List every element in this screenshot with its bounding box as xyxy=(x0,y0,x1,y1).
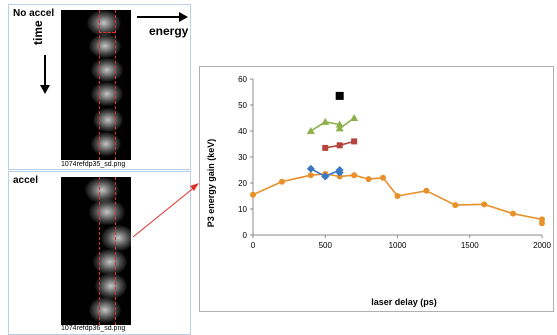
data-point-0-8 xyxy=(394,193,401,199)
data-point-0-12 xyxy=(510,210,517,217)
left-dashed-guide xyxy=(99,10,100,160)
data-point-0-11 xyxy=(481,201,488,208)
no-accel-filename: 1074refdp35_sd.png xyxy=(61,161,126,168)
accel-right-dashed-guide xyxy=(115,177,116,325)
x-tick-label: 500 xyxy=(319,241,333,250)
data-point-0-7 xyxy=(380,174,387,181)
y-tick-label: 60 xyxy=(238,75,247,84)
data-point-2-2 xyxy=(351,138,358,145)
chart-container: 0 10 20 30 40 50 60 0 500 1000 1500 2000 laser dela… xyxy=(199,66,554,312)
data-point-3-4 xyxy=(350,114,359,121)
accel-panel: accel 1074refdp36_sd.png xyxy=(8,171,191,335)
y-tick-label: 30 xyxy=(238,153,247,162)
right-dashed-guide xyxy=(115,10,116,160)
y-tick-label: 40 xyxy=(238,127,247,136)
y-tick-label: 10 xyxy=(238,205,247,214)
data-point-0-10 xyxy=(452,202,459,209)
data-point-4-0 xyxy=(335,91,344,100)
y-tick-label: 50 xyxy=(238,101,247,110)
data-point-2-1 xyxy=(336,142,343,149)
x-tick-label: 1500 xyxy=(461,241,479,250)
data-point-2-0 xyxy=(322,144,329,151)
accel-filename: 1074refdp36_sd.png xyxy=(61,325,126,332)
data-point-3-3 xyxy=(335,124,344,132)
accel-left-dashed-guide xyxy=(99,177,100,325)
data-point-0-0 xyxy=(250,191,256,198)
data-point-3-2 xyxy=(335,120,344,128)
accel-streak-image xyxy=(61,177,131,325)
x-tick-label: 0 xyxy=(251,241,256,250)
data-point-0-9 xyxy=(423,187,430,194)
no-accel-label: No accel xyxy=(13,8,55,19)
x-tick-label: 2000 xyxy=(533,241,551,250)
data-point-3-0 xyxy=(306,127,315,134)
data-point-3-1 xyxy=(321,117,330,125)
y-tick-label: 20 xyxy=(238,179,247,188)
data-point-1-3 xyxy=(335,168,344,177)
data-point-0-6 xyxy=(365,176,372,183)
y-axis-label: P3 energy gain (keV) xyxy=(206,139,216,228)
energy-label: energy xyxy=(149,24,189,38)
no-accel-streak-image xyxy=(61,10,131,160)
data-point-0-2 xyxy=(307,172,314,179)
data-point-0-14 xyxy=(539,220,545,227)
data-point-0-1 xyxy=(278,178,285,185)
data-point-1-0 xyxy=(306,164,315,173)
series-line-3 xyxy=(310,117,355,132)
no-accel-panel: No accel 1074refdp35_sd.png time energy xyxy=(8,4,191,170)
y-tick-label: 0 xyxy=(243,231,248,240)
x-tick-label: 1000 xyxy=(389,241,407,250)
energy-arrow-icon xyxy=(137,12,188,22)
x-axis-label: laser delay (ps) xyxy=(371,297,437,307)
data-point-1-1 xyxy=(321,172,330,181)
accel-label: accel xyxy=(13,175,39,186)
data-point-0-5 xyxy=(351,172,358,179)
time-arrow-icon xyxy=(40,55,50,94)
energy-gain-chart: 0 10 20 30 40 50 60 0 500 1000 1500 2000 laser dela… xyxy=(206,75,551,307)
